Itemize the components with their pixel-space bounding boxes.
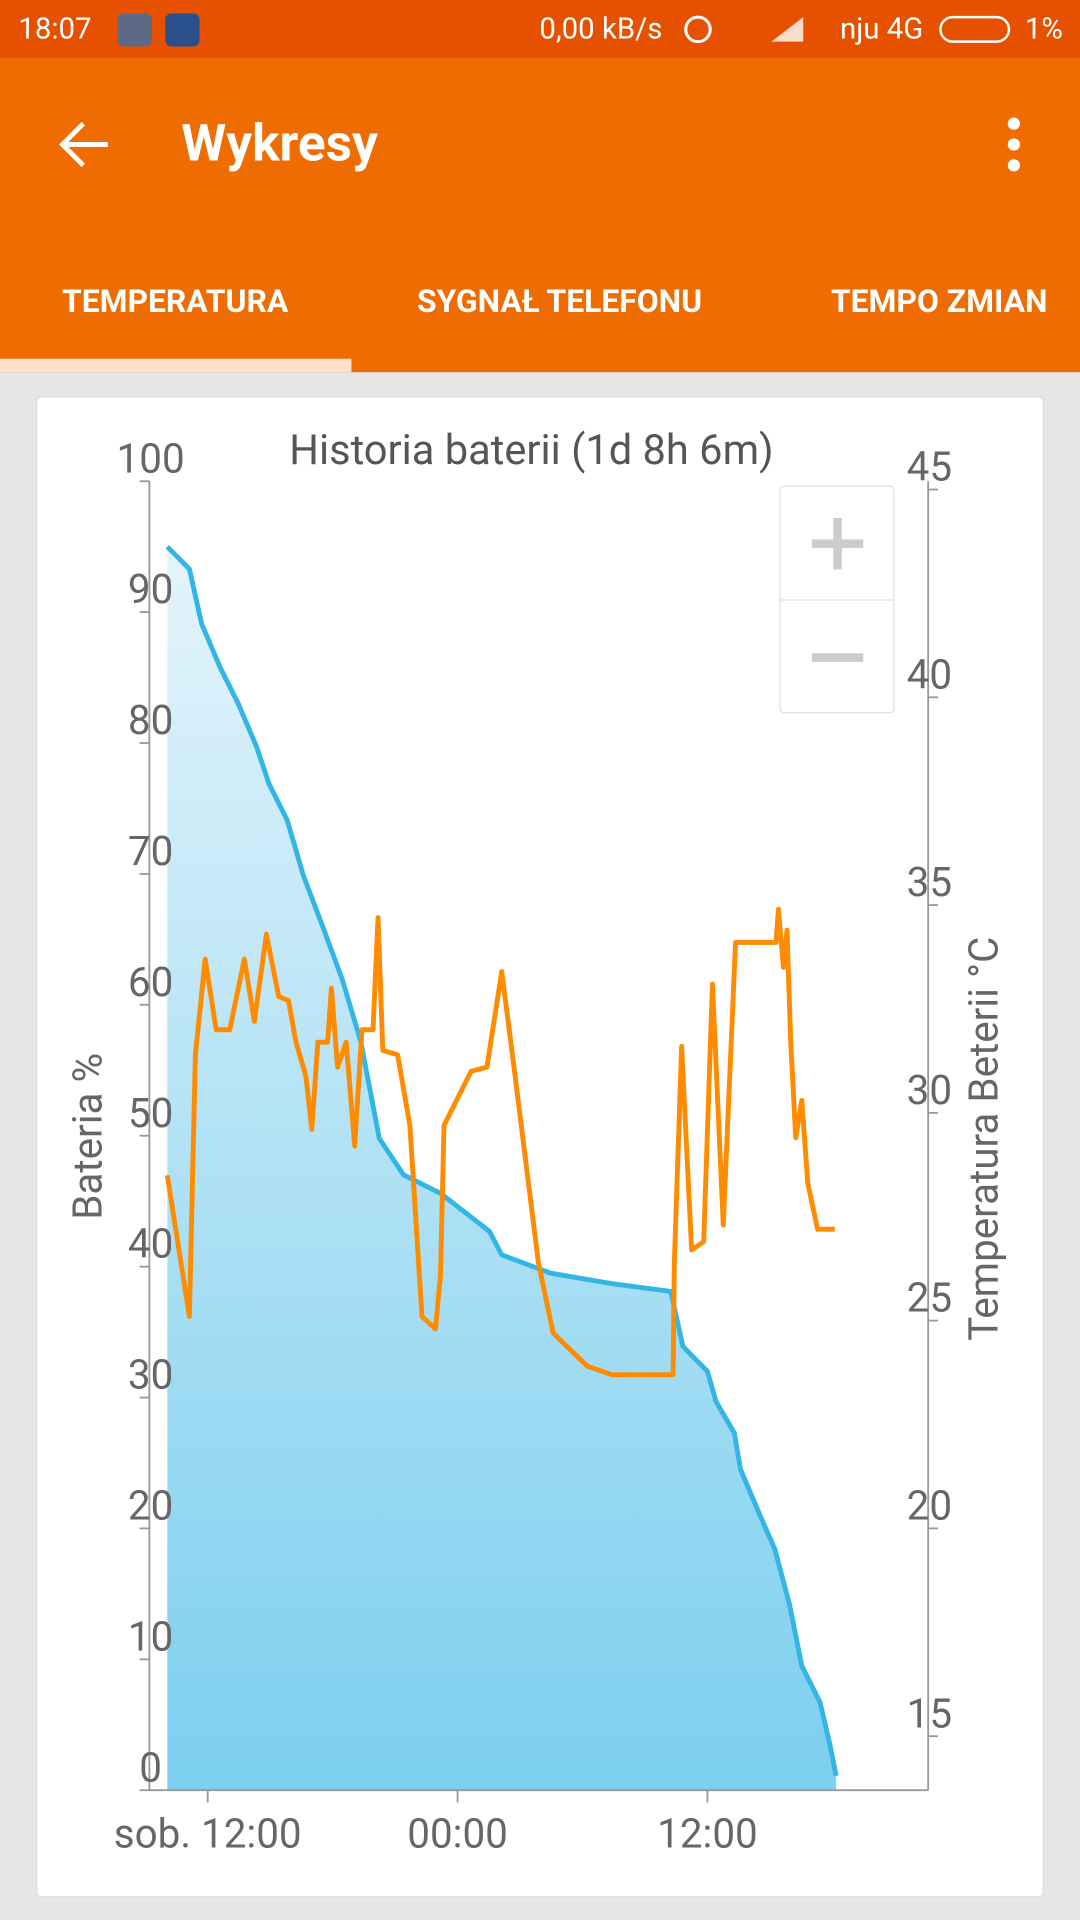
tab-indicator [0, 358, 352, 373]
status-carrier: nju 4G [840, 12, 923, 46]
y-tick-label: 100 [117, 435, 185, 482]
y-tick-label: 10 [128, 1613, 173, 1660]
y-tick-label: 0 [139, 1744, 162, 1791]
y2-tick-label: 25 [907, 1275, 952, 1322]
x-tick-label: sob. 12:00 [114, 1810, 302, 1857]
x-tick-label: 12:00 [657, 1810, 758, 1857]
app-bar [0, 58, 1080, 373]
y2-axis-label: Temperatura Beterii °C [961, 937, 1008, 1341]
y-tick-label: 20 [128, 1482, 173, 1529]
y-tick-label: 70 [128, 828, 173, 875]
y-axis-label: Bateria % [64, 1053, 111, 1220]
y-tick-label: 50 [128, 1090, 173, 1137]
tab[interactable]: TEMPERATURA [62, 282, 289, 320]
battery-area [167, 546, 837, 1791]
zoom-controls [779, 485, 895, 714]
y-tick-label: 60 [128, 959, 173, 1006]
alarm-icon [684, 15, 712, 44]
y-tick-label: 90 [128, 566, 173, 613]
y2-tick-label: 20 [907, 1482, 952, 1529]
y2-tick-label: 15 [907, 1690, 952, 1737]
tab[interactable]: SYGNAŁ TELEFONU [417, 282, 702, 320]
app-title: Wykresy [181, 113, 378, 174]
y2-tick-label: 30 [907, 1067, 952, 1114]
zoom-in[interactable] [811, 517, 864, 570]
x-tick-label: 00:00 [407, 1810, 508, 1857]
y2-tick-label: 45 [907, 444, 952, 491]
battery-line [165, 544, 839, 1777]
y2-tick-label: 40 [907, 651, 952, 698]
chart-title: Historia baterii (1d 8h 6m) [289, 426, 773, 475]
status-battery: 1% [1025, 12, 1063, 46]
y-tick-label: 30 [128, 1352, 173, 1399]
notification-icon [165, 13, 200, 47]
tab[interactable]: TEMPO ZMIAN [831, 282, 1047, 320]
temperature-line [164, 906, 835, 1378]
y-tick-label: 80 [128, 697, 173, 744]
status-speed: 0,00 kB/s [539, 12, 662, 46]
status-time: 18:07 [18, 12, 91, 46]
back-button[interactable] [58, 121, 108, 168]
notification-icon [117, 13, 152, 47]
y-tick-label: 40 [128, 1221, 173, 1268]
chart: 0 10 20 30 40 50 60 70 80 90 100 15 20 25 30 35 40 45 sob.… [114, 435, 952, 1857]
y2-tick-label: 35 [907, 859, 952, 906]
menu-button[interactable] [1007, 117, 1020, 172]
battery-icon [939, 15, 1011, 43]
